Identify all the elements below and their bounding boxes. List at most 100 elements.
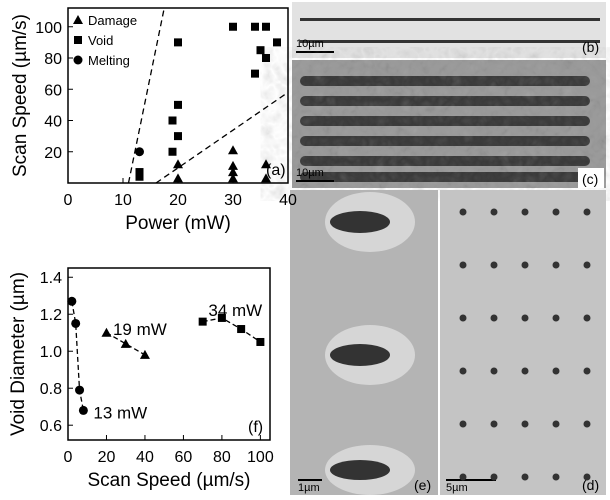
scale-bar-label: 1µm bbox=[298, 482, 320, 494]
circle-point bbox=[135, 147, 144, 157]
hole bbox=[521, 261, 529, 269]
hole bbox=[521, 208, 529, 216]
series-line bbox=[202, 317, 261, 343]
square-point bbox=[229, 22, 237, 31]
hole bbox=[459, 261, 467, 269]
x-tick-label: 0 bbox=[64, 449, 73, 466]
triangle-point bbox=[173, 173, 183, 183]
square-point bbox=[262, 22, 270, 31]
y-tick-label: 0.6 bbox=[40, 418, 62, 435]
x-tick-label: 40 bbox=[279, 192, 297, 209]
x-tick-label: 10 bbox=[114, 192, 132, 209]
panel-label: (b) bbox=[582, 39, 599, 55]
triangle-point bbox=[173, 159, 183, 169]
square-point bbox=[135, 172, 144, 181]
x-axis-title: Power (mW) bbox=[125, 213, 231, 234]
circle-point bbox=[78, 405, 88, 415]
square-point bbox=[174, 100, 182, 109]
legend-label: Damage bbox=[88, 13, 137, 28]
square-point bbox=[251, 22, 259, 31]
x-tick-label: 20 bbox=[98, 449, 116, 466]
y-tick-label: 80 bbox=[44, 51, 62, 68]
x-axis-title: Scan Speed (µm/s) bbox=[87, 470, 250, 491]
hole bbox=[459, 367, 467, 375]
square-point bbox=[168, 147, 177, 156]
x-tick-label: 60 bbox=[175, 449, 193, 466]
y-tick-label: 1.4 bbox=[40, 270, 62, 287]
square-point bbox=[198, 317, 207, 326]
panel-b: 10µm (b) bbox=[292, 2, 606, 58]
y-axis-title: Scan Speed (µm/s) bbox=[10, 14, 31, 177]
hole bbox=[521, 473, 529, 481]
triangle-point bbox=[261, 173, 271, 183]
panel-d: 5µm (d) bbox=[440, 190, 606, 495]
hole bbox=[552, 367, 560, 375]
square-point bbox=[168, 116, 177, 125]
x-tick-label: 80 bbox=[213, 449, 231, 466]
fit-line bbox=[127, 8, 165, 183]
hole bbox=[490, 314, 498, 322]
square-point bbox=[273, 38, 281, 47]
hole bbox=[490, 473, 498, 481]
hole bbox=[459, 208, 467, 216]
hole bbox=[521, 314, 529, 322]
circle-point bbox=[75, 385, 85, 395]
legend-marker bbox=[73, 15, 83, 24]
triangle-point bbox=[139, 349, 150, 359]
hole bbox=[552, 208, 560, 216]
y-tick-label: 0.8 bbox=[40, 381, 62, 398]
y-tick-label: 40 bbox=[44, 114, 62, 131]
series-label: 19 mW bbox=[113, 320, 167, 339]
series-label: 13 mW bbox=[93, 403, 147, 422]
legend-marker bbox=[74, 36, 82, 44]
hole bbox=[521, 420, 529, 428]
panel-e: 1µm (e) bbox=[290, 190, 438, 495]
y-tick-label: 1.0 bbox=[40, 344, 62, 361]
circle-point bbox=[67, 296, 77, 306]
panel-label: (e) bbox=[414, 477, 431, 493]
square-point bbox=[256, 46, 265, 55]
hole bbox=[459, 314, 467, 322]
plot-frame bbox=[67, 267, 271, 441]
hole bbox=[490, 261, 498, 269]
triangle-point bbox=[228, 173, 238, 183]
y-axis-title: Void Diameter (µm) bbox=[8, 272, 29, 436]
square-point bbox=[174, 38, 182, 47]
y-tick-label: 60 bbox=[44, 82, 62, 99]
legend-label: Void bbox=[88, 33, 113, 48]
legend-label: Melting bbox=[88, 53, 130, 68]
panel-label: (d) bbox=[582, 477, 599, 493]
hole bbox=[459, 420, 467, 428]
hole bbox=[552, 314, 560, 322]
hole bbox=[583, 420, 591, 428]
circle-point bbox=[71, 318, 81, 328]
y-tick-label: 1.2 bbox=[40, 307, 62, 324]
panel-c: 10µm (c) bbox=[292, 60, 606, 188]
hole bbox=[521, 367, 529, 375]
x-tick-label: 20 bbox=[169, 192, 187, 209]
square-point bbox=[251, 69, 259, 78]
square-point bbox=[262, 54, 270, 62]
fit-line bbox=[155, 91, 288, 183]
square-point bbox=[256, 337, 265, 346]
series-line bbox=[71, 301, 85, 411]
panel-label: (a) bbox=[266, 162, 286, 179]
x-tick-label: 0 bbox=[64, 192, 73, 209]
triangle-point bbox=[228, 167, 238, 177]
hole bbox=[459, 473, 467, 481]
y-tick-label: 20 bbox=[44, 145, 62, 162]
scale-bar-label: 5µm bbox=[446, 482, 468, 494]
hole bbox=[583, 261, 591, 269]
triangle-point bbox=[228, 145, 238, 155]
hole bbox=[490, 208, 498, 216]
panel-label: (c) bbox=[582, 171, 598, 187]
hole bbox=[583, 208, 591, 216]
square-point bbox=[217, 313, 226, 322]
hole bbox=[583, 473, 591, 481]
hole bbox=[552, 473, 560, 481]
hole bbox=[583, 314, 591, 322]
x-tick-label: 100 bbox=[247, 449, 274, 466]
square-point bbox=[174, 132, 182, 141]
y-tick-label: 100 bbox=[35, 20, 62, 37]
